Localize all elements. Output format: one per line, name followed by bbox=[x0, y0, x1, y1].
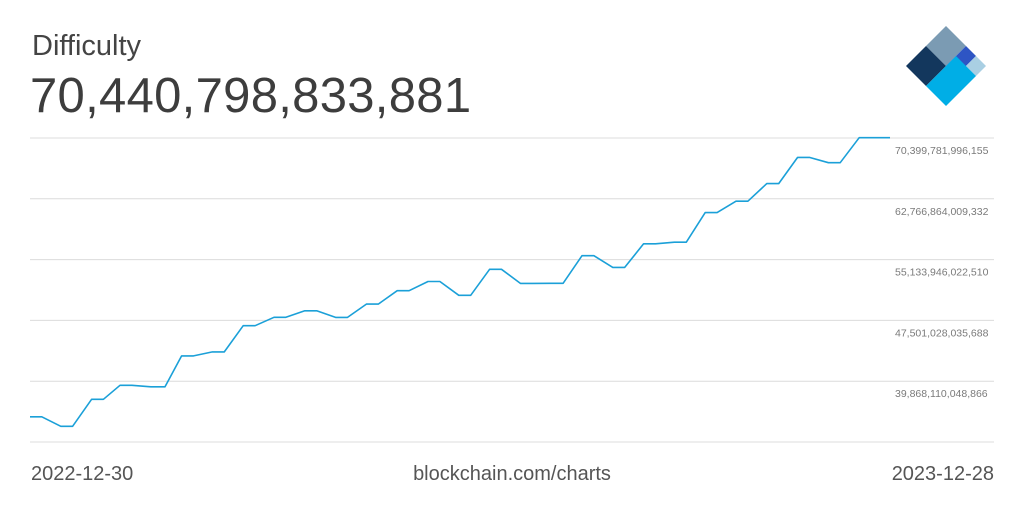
logo-bottom-tile bbox=[926, 56, 976, 106]
y-tick-label: 62,766,864,009,332 bbox=[895, 206, 989, 218]
chart-title: Difficulty bbox=[32, 30, 142, 62]
difficulty-series-line bbox=[30, 136, 890, 428]
y-tick-label: 70,399,781,996,155 bbox=[895, 145, 989, 157]
y-tick-label: 47,501,028,035,688 bbox=[895, 327, 989, 339]
start-date-label: 2022-12-30 bbox=[31, 463, 134, 485]
end-date-label: 2023-12-28 bbox=[891, 463, 994, 485]
blockchain-logo-icon[interactable] bbox=[896, 22, 996, 122]
current-difficulty-value: 70,440,798,833,881 bbox=[30, 69, 472, 123]
y-tick-label: 39,868,110,048,866 bbox=[895, 388, 988, 400]
y-tick-label: 55,133,946,022,510 bbox=[895, 267, 989, 279]
source-link[interactable]: blockchain.com/charts bbox=[413, 463, 611, 485]
